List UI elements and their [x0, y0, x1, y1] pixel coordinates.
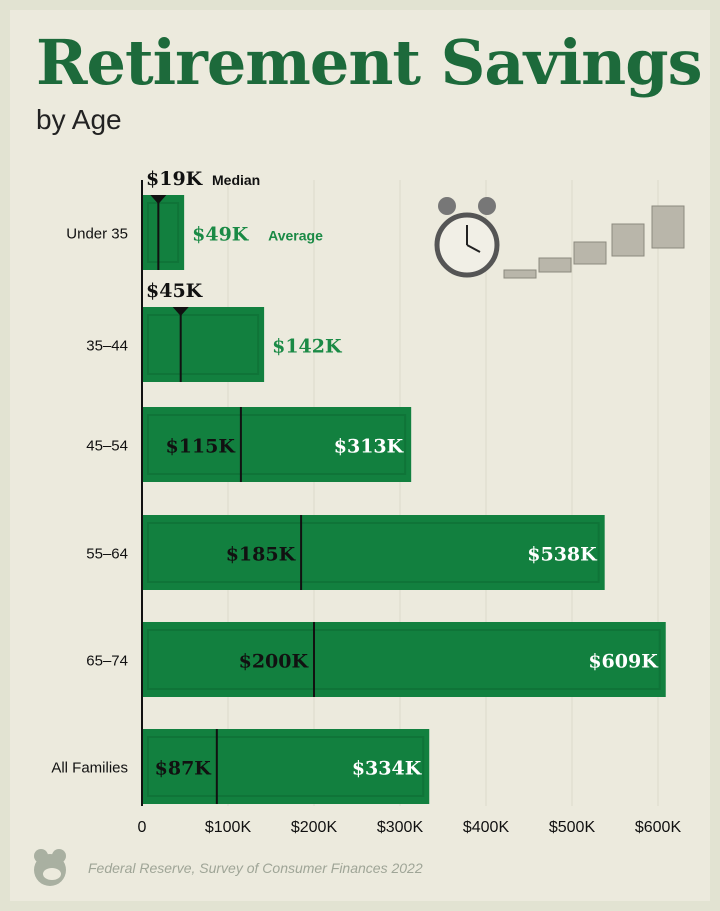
coin-stack-icon	[538, 257, 572, 273]
average-value-label: $49K	[192, 224, 250, 246]
median-value-label: $19K	[146, 168, 204, 190]
average-bar	[142, 515, 605, 590]
category-label: Under 35	[66, 226, 128, 243]
banknote-pattern	[147, 522, 600, 583]
median-value-label: $185K	[226, 544, 297, 566]
median-value-label: $45K	[146, 280, 204, 302]
category-label: All Families	[51, 760, 128, 777]
average-value-label: $609K	[588, 651, 659, 673]
category-label: 45–54	[86, 438, 128, 455]
average-value-label: $334K	[352, 758, 423, 780]
average-bar	[142, 729, 430, 804]
coin-stack-icon	[611, 223, 645, 257]
coin-stack-icon	[651, 205, 685, 249]
chart-title: Retirement Savings	[36, 26, 702, 99]
median-value-label: $200K	[239, 651, 310, 673]
source-note: Federal Reserve, Survey of Consumer Fina…	[88, 860, 423, 876]
average-bar	[142, 622, 666, 697]
median-value-label: $87K	[155, 758, 213, 780]
average-bar	[142, 195, 185, 270]
x-tick-label: $300K	[377, 819, 424, 836]
x-tick-label: $100K	[205, 819, 252, 836]
banknote-pattern	[147, 736, 425, 797]
publisher-logo-icon	[34, 849, 66, 886]
x-tick-label: $600K	[635, 819, 682, 836]
banknote-pattern	[147, 202, 180, 263]
median-legend-label: Median	[212, 172, 260, 188]
median-value-label: $115K	[165, 436, 236, 458]
category-label: 55–64	[86, 546, 128, 563]
median-pointer-icon	[172, 307, 189, 316]
banknote-pattern	[147, 314, 260, 375]
clock-hand	[466, 244, 481, 253]
average-value-label: $313K	[334, 436, 405, 458]
clock-bell-icon	[478, 197, 496, 215]
coin-stack-icon	[503, 269, 537, 279]
category-label: 65–74	[86, 653, 128, 670]
average-value-label: $538K	[527, 544, 598, 566]
average-legend-label: Average	[268, 228, 323, 244]
average-value-label: $142K	[272, 336, 343, 358]
x-tick-label: 0	[138, 819, 147, 836]
coin-stack-icon	[573, 241, 607, 265]
average-bar	[142, 407, 412, 482]
clock-bell-icon	[438, 197, 456, 215]
median-pointer-icon	[150, 195, 167, 204]
banknote-pattern	[147, 629, 661, 690]
average-bar	[142, 307, 265, 382]
x-tick-label: $200K	[291, 819, 338, 836]
x-tick-label: $400K	[463, 819, 510, 836]
chart-subtitle: by Age	[36, 104, 122, 135]
banknote-pattern	[147, 414, 407, 475]
category-label: 35–44	[86, 338, 128, 355]
x-tick-label: $500K	[549, 819, 596, 836]
